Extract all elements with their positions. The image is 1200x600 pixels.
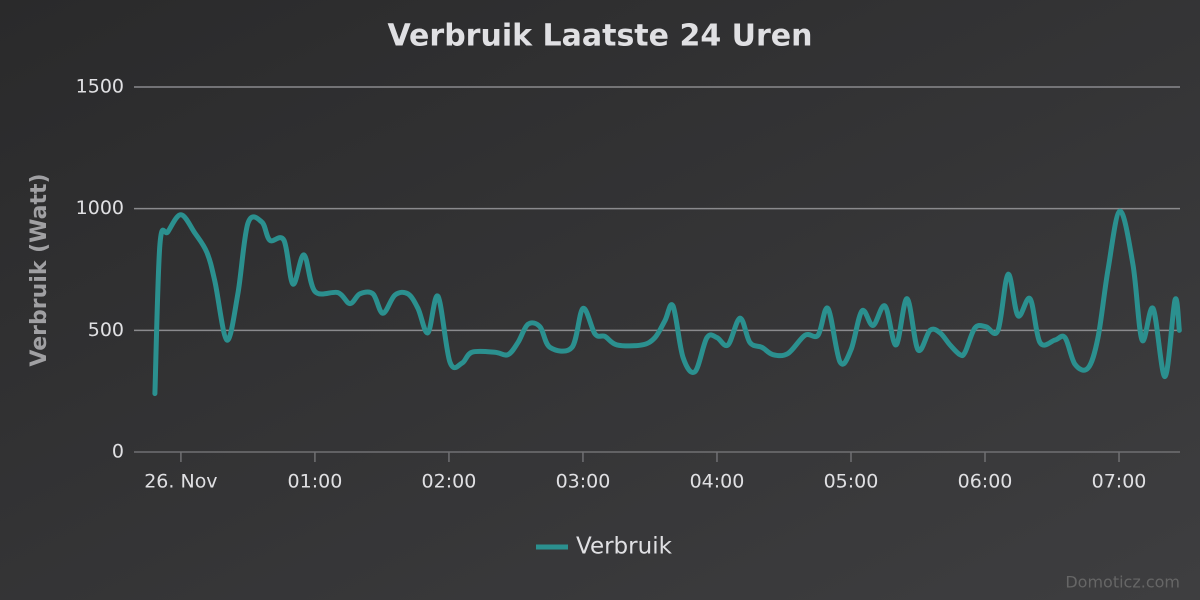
y-tick-label: 1000 [76,197,124,219]
legend-label[interactable]: Verbruik [576,534,673,560]
x-tick-label: 06:00 [958,471,1013,493]
y-axis-title: Verbruik (Watt) [27,173,52,366]
chart-title: Verbruik Laatste 24 Uren [387,19,812,54]
y-tick-label: 1500 [76,76,124,98]
x-tick-label: 02:00 [422,471,477,493]
data-line [152,208,1182,397]
x-tick-label: 05:00 [824,471,879,493]
y-tick-label: 0 [112,441,124,463]
x-tick-label: 04:00 [690,471,745,493]
x-tick-label: 07:00 [1092,471,1147,493]
x-tick-label: 03:00 [556,471,611,493]
x-tick-label: 26. Nov [144,471,217,493]
credits[interactable]: Domoticz.com [1065,573,1180,592]
x-tick-label: 01:00 [288,471,343,493]
y-tick-label: 500 [88,319,124,341]
